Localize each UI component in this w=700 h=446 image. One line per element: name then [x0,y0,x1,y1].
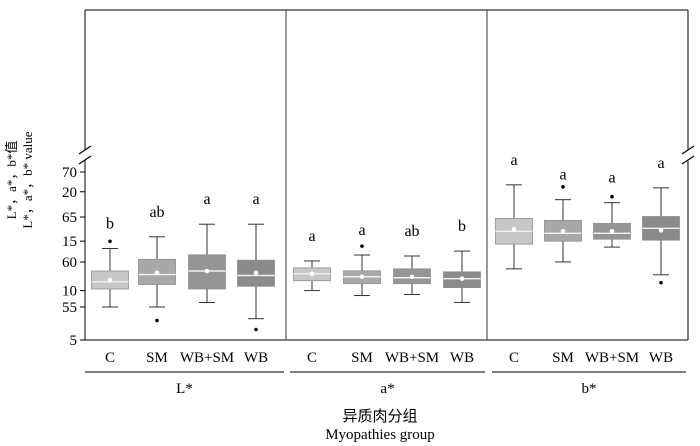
x-category-label: WB [244,350,268,366]
x-category-label: C [105,350,115,366]
significance-letter: a [358,222,365,239]
mean-point [609,228,615,234]
x-category-label: WB [450,350,474,366]
group-name-label: L* [176,381,193,397]
x-axis-label-english: Myopathies group [325,427,435,443]
group-name-label: a* [380,381,394,397]
x-category-label: WB+SM [180,350,234,366]
x-category-label: WB+SM [385,350,439,366]
y-axis: 55 60 65 70 5 10 15 20 [62,165,85,349]
outlier-point [108,239,112,244]
y-tick-label: 65 [62,210,77,226]
significance-letter: a [203,191,210,208]
significance-letter: a [308,228,315,245]
significance-letter: a [608,170,615,187]
box-plot: a [188,191,226,303]
y-tick-label: 70 [62,165,77,181]
box-plot: b [443,218,481,303]
y-tick-label: 55 [62,300,77,316]
outlier-point [254,327,258,332]
plot-frame [78,9,695,341]
box-plot: a [237,191,275,332]
x-category-label: C [307,350,317,366]
mean-point [154,270,160,276]
outlier-point [610,194,614,199]
significance-letter: a [657,155,664,172]
significance-letter: b [106,216,114,233]
significance-letter: a [252,191,259,208]
box-plot: ab [138,204,176,323]
x-category-label: SM [351,350,373,366]
y-tick-label: 15 [62,234,77,250]
x-axis: C SM WB+SM WB L* C SM WB+SM WB a* C SM WB+SM WB b* [85,350,686,397]
mean-point [107,277,113,283]
mean-point [309,271,315,277]
x-category-label: SM [552,350,574,366]
box-plot: b [91,216,129,308]
box-plot: a [495,152,533,270]
mean-point [359,274,365,280]
mean-point [658,228,664,233]
box-plot: a [642,155,680,285]
box-plots: b ab a a a a ab b a a a a [91,152,680,332]
box-plot: a [593,170,631,248]
mean-point [204,268,210,274]
box-plot: a [343,222,381,297]
significance-letter: a [510,152,517,169]
mean-point [511,227,517,232]
mean-point [409,274,415,280]
axis-break-mark [681,145,695,165]
significance-letter: ab [404,223,419,240]
outlier-point [561,185,565,189]
significance-letter: b [458,218,466,235]
box-plot: ab [393,223,431,296]
box-plot: a [293,228,331,292]
y-axis-label-english: L*，a*，b* value [20,131,35,228]
x-category-label: WB [649,350,673,366]
axis-break-mark [78,145,92,165]
y-tick-label: 20 [62,185,77,201]
mean-point [459,276,465,282]
outlier-point [659,280,663,285]
x-axis-label-chinese: 异质肉分组 [342,408,417,425]
y-tick-label: 60 [62,255,77,271]
y-tick-label: 10 [62,284,77,300]
mean-point [253,270,259,276]
mean-point [560,228,566,234]
y-axis-label-chinese: L*，a*，b*值 [4,141,19,220]
outlier-point [360,244,364,248]
x-category-label: C [509,350,519,366]
outlier-point [155,318,159,323]
significance-letter: ab [149,204,164,221]
y-tick-label: 5 [70,333,78,349]
significance-letter: a [559,167,566,184]
box-plot: a [544,167,582,263]
group-name-label: b* [582,381,597,397]
x-category-label: SM [146,350,168,366]
x-category-label: WB+SM [585,350,639,366]
